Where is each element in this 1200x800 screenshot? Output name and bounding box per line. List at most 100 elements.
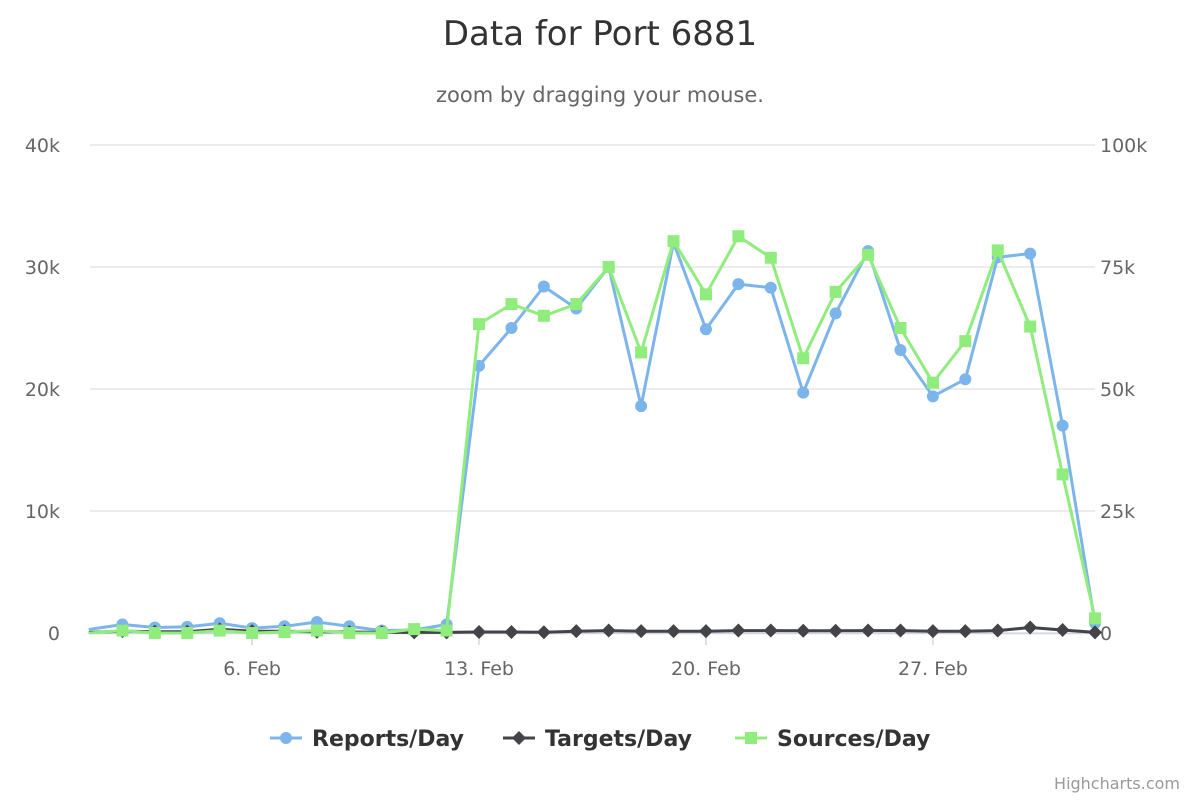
y-right-tick-label: 50k [1100,379,1135,401]
y-right-tick-label: 100k [1100,135,1147,157]
y-right-tick-label: 25k [1100,501,1135,523]
legend-symbol [280,732,292,744]
data-point[interactable] [1089,612,1101,625]
data-point[interactable] [246,627,259,639]
data-point[interactable] [926,376,939,389]
y-left-tick-label: 0 [48,623,60,645]
y-left-tick-label: 30k [25,257,60,279]
data-point[interactable] [278,626,291,639]
data-point[interactable] [893,623,908,638]
data-point[interactable] [569,624,584,639]
legend-item-sources-day[interactable]: Sources/Day [735,727,930,752]
data-point[interactable] [731,623,746,638]
data-point[interactable] [634,624,649,639]
data-point[interactable] [797,352,810,365]
data-point[interactable] [991,244,1004,257]
data-point[interactable] [894,343,907,356]
data-point[interactable] [829,307,842,320]
data-point[interactable] [1056,419,1069,432]
data-point[interactable] [181,627,194,639]
x-tick-label: 27. Feb [898,658,968,680]
credits-link[interactable]: Highcharts.com [1054,774,1180,793]
data-point[interactable] [894,322,907,334]
data-point[interactable] [116,624,129,637]
data-point[interactable] [536,625,551,640]
data-point[interactable] [473,318,486,331]
data-point[interactable] [601,623,616,638]
data-point[interactable] [504,625,519,640]
x-tick-label: 6. Feb [223,658,281,680]
legend-item-targets-day[interactable]: Targets/Day [503,727,692,752]
series-area[interactable] [88,230,1102,640]
x-tick-label: 13. Feb [444,658,514,680]
data-point[interactable] [343,627,356,639]
data-point[interactable] [408,623,421,636]
data-point[interactable] [602,261,615,273]
chart-subtitle: zoom by dragging your mouse. [436,83,764,107]
data-point[interactable] [505,322,518,334]
data-point[interactable] [1024,247,1037,260]
legend-label: Targets/Day [545,727,692,752]
data-point[interactable] [440,624,453,637]
data-point[interactable] [213,624,226,637]
data-point[interactable] [537,309,550,322]
data-point[interactable] [862,248,875,261]
data-point[interactable] [925,624,940,639]
data-point[interactable] [958,624,973,639]
y-left-tick-label: 10k [25,501,60,523]
data-point[interactable] [861,623,876,638]
data-point[interactable] [829,285,842,298]
data-point[interactable] [732,230,745,243]
data-point[interactable] [828,623,843,638]
x-tick-label: 20. Feb [671,658,741,680]
legend-label: Sources/Day [777,727,930,752]
axes: 0 0 10k 25k 20k 50k 30k 75k 40k 100k 6. Feb 13. Feb… [25,135,1147,680]
chart-title: Data for Port 6881 [442,14,758,54]
y-right-tick-label: 75k [1100,257,1135,279]
data-point[interactable] [797,386,810,399]
data-point[interactable] [667,235,680,248]
legend-item-reports-day[interactable]: Reports/Day [270,727,464,752]
data-point[interactable] [763,623,778,638]
data-point[interactable] [926,390,939,403]
data-point[interactable] [698,624,713,639]
series-line[interactable] [88,234,1097,635]
legend-symbol [745,732,757,744]
series-line[interactable] [88,241,1097,633]
data-point[interactable] [764,251,777,264]
data-point[interactable] [990,623,1005,638]
data-point[interactable] [570,298,583,311]
data-point[interactable] [472,625,487,640]
data-point[interactable] [732,278,745,291]
series-sources-day[interactable] [88,230,1101,639]
data-point[interactable] [148,627,161,639]
data-point[interactable] [310,624,323,637]
y-right-tick-label: 0 [1100,623,1112,645]
y-left-tick-label: 40k [25,135,60,157]
data-point[interactable] [796,623,811,638]
data-point[interactable] [764,281,777,294]
legend-label: Reports/Day [312,727,464,752]
legend-symbol [512,731,526,745]
data-point[interactable] [699,288,712,301]
series-targets-day[interactable] [88,620,1102,640]
data-point[interactable] [1088,625,1102,640]
data-point[interactable] [1056,468,1069,481]
data-point[interactable] [635,346,648,359]
data-point[interactable] [375,627,388,639]
data-point[interactable] [699,323,712,336]
data-point[interactable] [635,400,648,413]
y-left-tick-label: 20k [25,379,60,401]
data-point[interactable] [505,298,518,311]
data-point[interactable] [1024,320,1037,333]
series-reports-day[interactable] [88,236,1101,637]
data-point[interactable] [666,624,681,639]
data-point[interactable] [1055,622,1070,637]
data-point[interactable] [1023,620,1038,635]
legend[interactable]: Reports/Day Targets/Day Sources/Day [270,727,930,752]
data-point[interactable] [959,335,972,348]
data-point[interactable] [537,280,550,293]
data-point[interactable] [959,373,972,386]
